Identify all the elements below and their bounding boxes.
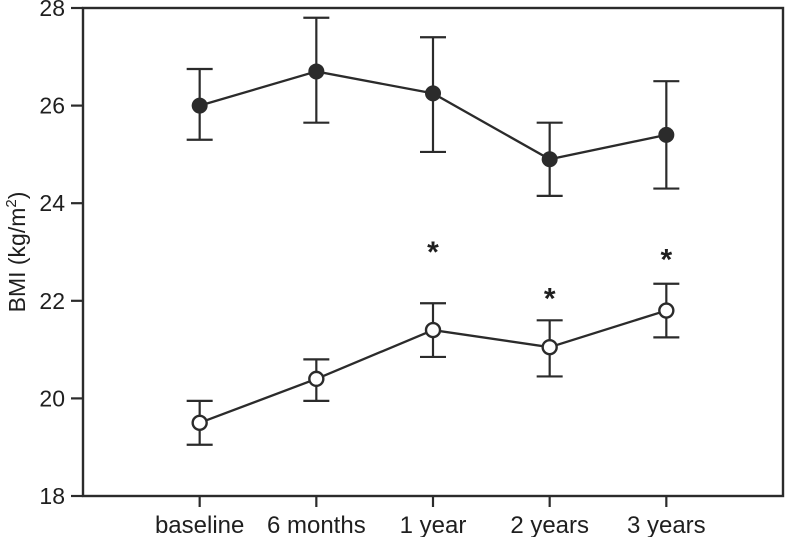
data-point-open-circle	[424, 321, 442, 339]
data-point-open-circle	[541, 338, 558, 356]
y-tick-label: 26	[39, 93, 65, 119]
data-point-filled-circle	[308, 63, 325, 80]
y-tick-label: 18	[39, 483, 65, 509]
significance-asterisk: *	[427, 236, 439, 269]
data-point-filled-circle	[658, 126, 675, 143]
x-tick-label: 1 year	[400, 512, 467, 537]
x-tick-label: 3 years	[627, 512, 706, 537]
y-tick-label: 20	[39, 385, 65, 411]
significance-asterisk: *	[660, 243, 672, 276]
x-tick-label: 2 years	[510, 512, 589, 537]
significance-asterisk: *	[544, 282, 556, 315]
y-axis-title: BMI (kg/m2)	[3, 192, 30, 313]
x-tick-label: baseline	[155, 512, 244, 537]
data-point-open-circle	[308, 370, 325, 388]
y-tick-label: 28	[39, 0, 65, 21]
y-tick-label: 24	[39, 190, 65, 216]
y-tick-label: 22	[39, 288, 65, 314]
data-point-open-circle	[191, 414, 208, 431]
data-point-filled-circle	[425, 85, 441, 102]
data-point-open-circle	[658, 302, 675, 319]
data-point-filled-circle	[541, 151, 558, 168]
x-tick-label: 6 months	[267, 512, 366, 537]
data-point-filled-circle	[191, 97, 208, 114]
